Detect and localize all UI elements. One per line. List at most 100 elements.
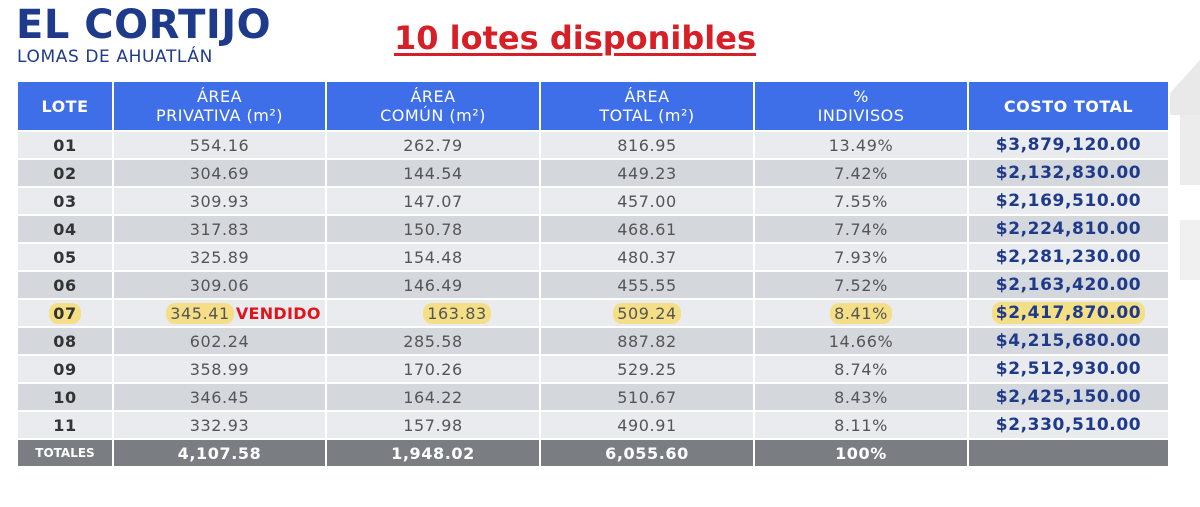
- cell-costo: $2,417,870.00: [967, 298, 1170, 328]
- cell-area-comun: 157.98: [325, 410, 541, 440]
- header-area-total: ÁREA TOTAL (m²): [539, 80, 755, 132]
- cell-lote: 07: [16, 298, 114, 328]
- cell-lote: 05: [16, 242, 114, 272]
- lots-table: LOTE ÁREA PRIVATIVA (m²) ÁREA COMÚN (m²)…: [16, 80, 1170, 468]
- cell-lote: 10: [16, 382, 114, 412]
- cell-area-comun: 164.22: [325, 382, 541, 412]
- header-lote: LOTE: [16, 80, 114, 132]
- total-area-privativa: 4,107.58: [112, 438, 327, 468]
- cell-area-total: 509.24: [539, 298, 755, 328]
- table-row: 03 309.93 147.07 457.00 7.55% $2,169,510…: [16, 186, 1170, 216]
- cell-lote: 06: [16, 270, 114, 300]
- totals-label: TOTALES: [16, 438, 114, 468]
- cell-area-total: 455.55: [539, 270, 755, 300]
- cell-area-privativa: 317.83: [112, 214, 327, 244]
- brand-title: EL CORTIJO: [16, 2, 272, 48]
- cell-area-comun: 163.83: [325, 298, 541, 328]
- cell-costo: $4,215,680.00: [967, 326, 1170, 356]
- cell-area-privativa: 358.99: [112, 354, 327, 384]
- header-label: TOTAL (m²): [599, 106, 695, 125]
- header-label: ÁREA: [196, 87, 243, 106]
- cell-area-comun: 154.48: [325, 242, 541, 272]
- cell-area-total: 490.91: [539, 410, 755, 440]
- table-row: 05 325.89 154.48 480.37 7.93% $2,281,230…: [16, 242, 1170, 272]
- header-area-privativa: ÁREA PRIVATIVA (m²): [112, 80, 327, 132]
- cell-area-total: 887.82: [539, 326, 755, 356]
- header-label: INDIVISOS: [817, 106, 905, 125]
- table-row: 02 304.69 144.54 449.23 7.42% $2,132,830…: [16, 158, 1170, 188]
- highlight-mark: 163.83: [423, 302, 491, 324]
- cell-costo: $2,330,510.00: [967, 410, 1170, 440]
- cell-area-privativa: 346.45: [112, 382, 327, 412]
- cell-area-total: 457.00: [539, 186, 755, 216]
- cell-area-total: 510.67: [539, 382, 755, 412]
- table-row: 10 346.45 164.22 510.67 8.43% $2,425,150…: [16, 382, 1170, 412]
- cell-indivisos: 8.11%: [753, 410, 969, 440]
- table-row: 04 317.83 150.78 468.61 7.74% $2,224,810…: [16, 214, 1170, 244]
- cell-indivisos: 7.42%: [753, 158, 969, 188]
- cell-area-comun: 147.07: [325, 186, 541, 216]
- cell-area-privativa: 345.41 VENDIDO: [112, 298, 327, 328]
- table-row-sold: 07 345.41 VENDIDO 163.83 509.24 8.41% $2,…: [16, 298, 1170, 328]
- cell-indivisos: 8.41%: [753, 298, 969, 328]
- header-costo-total: COSTO TOTAL: [967, 80, 1170, 132]
- table-row: 06 309.06 146.49 455.55 7.52% $2,163,420…: [16, 270, 1170, 300]
- brand-subtitle: LOMAS DE AHUATLÁN: [17, 47, 213, 67]
- cell-area-total: 480.37: [539, 242, 755, 272]
- cell-costo: $2,281,230.00: [967, 242, 1170, 272]
- cell-indivisos: 13.49%: [753, 130, 969, 160]
- cell-area-privativa: 602.24: [112, 326, 327, 356]
- cell-lote: 09: [16, 354, 114, 384]
- sold-label: VENDIDO: [235, 303, 321, 323]
- cell-lote: 03: [16, 186, 114, 216]
- header-label: PRIVATIVA (m²): [155, 106, 284, 125]
- header-label: ÁREA: [410, 87, 456, 106]
- cell-lote: 02: [16, 158, 114, 188]
- header-indivisos: % INDIVISOS: [753, 80, 969, 132]
- cell-area-comun: 285.58: [325, 326, 541, 356]
- cell-area-total: 529.25: [539, 354, 755, 384]
- highlight-mark: 509.24: [613, 302, 681, 324]
- highlight-mark: 345.41: [166, 302, 234, 324]
- cell-area-total: 816.95: [539, 130, 755, 160]
- cell-area-comun: 170.26: [325, 354, 541, 384]
- cell-area-privativa: 325.89: [112, 242, 327, 272]
- cell-area-comun: 144.54: [325, 158, 541, 188]
- cell-indivisos: 14.66%: [753, 326, 969, 356]
- cell-indivisos: 8.43%: [753, 382, 969, 412]
- table-row: 11 332.93 157.98 490.91 8.11% $2,330,510…: [16, 410, 1170, 440]
- header-label: %: [853, 87, 869, 106]
- cell-area-privativa: 304.69: [112, 158, 327, 188]
- cell-wrap: 345.41 VENDIDO: [166, 302, 321, 324]
- cell-indivisos: 7.74%: [753, 214, 969, 244]
- header-label: COMÚN (m²): [380, 106, 486, 125]
- highlight-mark: $2,417,870.00: [991, 302, 1146, 324]
- total-costo: [967, 438, 1170, 468]
- header-area-comun: ÁREA COMÚN (m²): [325, 80, 541, 132]
- cell-lote: 01: [16, 130, 114, 160]
- cell-area-privativa: 554.16: [112, 130, 327, 160]
- table-row: 01 554.16 262.79 816.95 13.49% $3,879,12…: [16, 130, 1170, 160]
- cell-area-privativa: 309.06: [112, 270, 327, 300]
- total-area-comun: 1,948.02: [325, 438, 541, 468]
- cell-area-total: 468.61: [539, 214, 755, 244]
- cell-lote: 04: [16, 214, 114, 244]
- cell-area-privativa: 309.93: [112, 186, 327, 216]
- totals-row: TOTALES 4,107.58 1,948.02 6,055.60 100%: [16, 438, 1170, 468]
- cell-area-comun: 146.49: [325, 270, 541, 300]
- cell-lote: 11: [16, 410, 114, 440]
- cell-area-comun: 150.78: [325, 214, 541, 244]
- table-row: 08 602.24 285.58 887.82 14.66% $4,215,68…: [16, 326, 1170, 356]
- cell-indivisos: 7.52%: [753, 270, 969, 300]
- header-label: ÁREA: [624, 87, 670, 106]
- cell-area-total: 449.23: [539, 158, 755, 188]
- cell-area-comun: 262.79: [325, 130, 541, 160]
- cell-costo: $2,425,150.00: [967, 382, 1170, 412]
- cell-indivisos: 7.55%: [753, 186, 969, 216]
- cell-indivisos: 8.74%: [753, 354, 969, 384]
- highlight-mark: 07: [49, 302, 81, 324]
- cell-costo: $2,224,810.00: [967, 214, 1170, 244]
- cell-indivisos: 7.93%: [753, 242, 969, 272]
- cell-area-privativa: 332.93: [112, 410, 327, 440]
- table-totals: TOTALES 4,107.58 1,948.02 6,055.60 100%: [16, 438, 1170, 468]
